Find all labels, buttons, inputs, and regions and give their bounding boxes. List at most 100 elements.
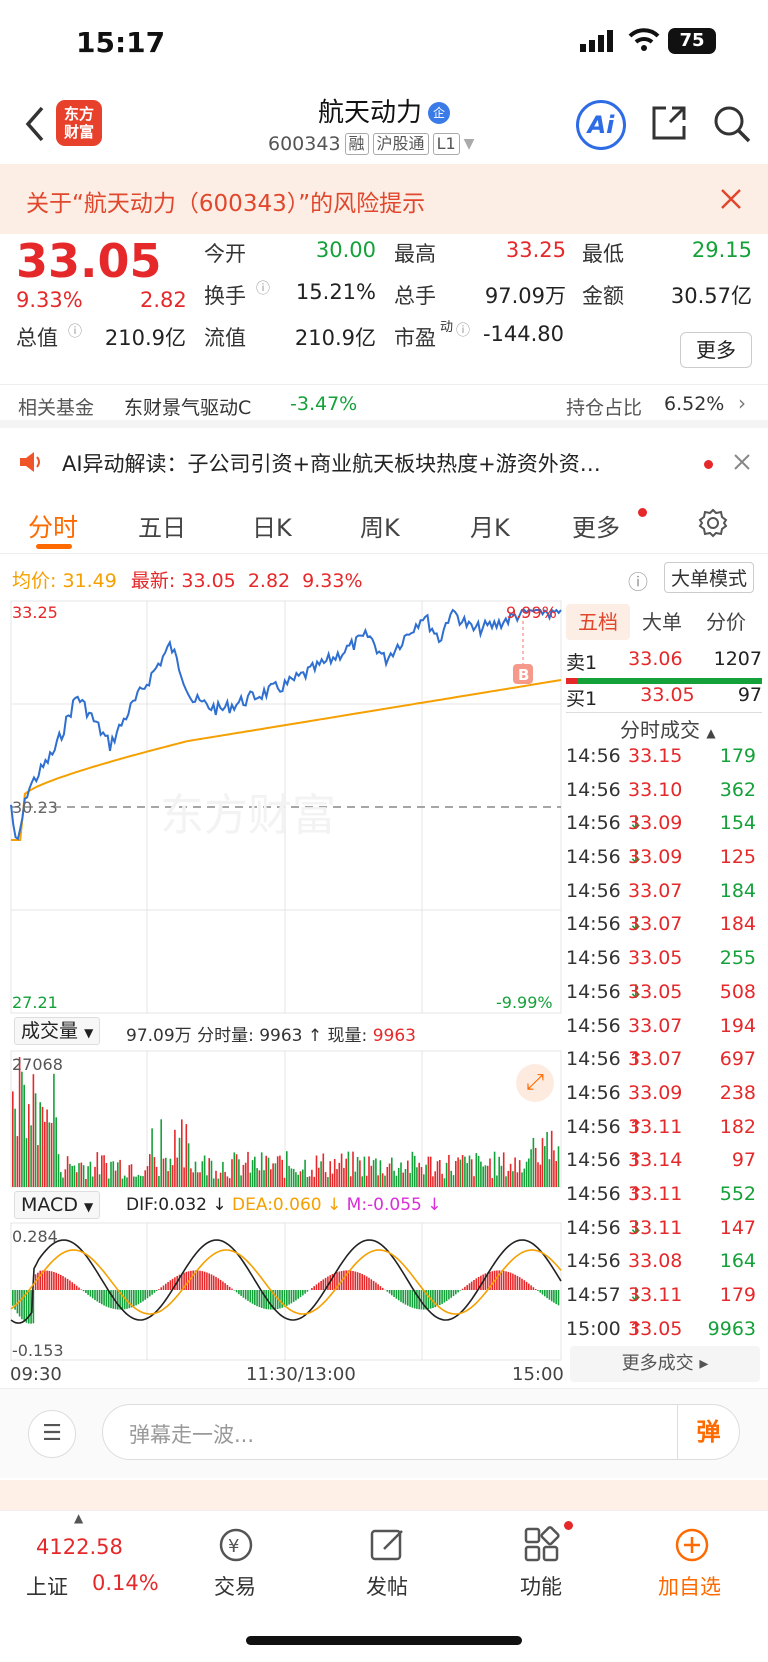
- risk-banner[interactable]: 关于“航天动力（600343）”的风险提示: [0, 164, 768, 234]
- info-icon[interactable]: ⓘ: [68, 324, 82, 340]
- macd-bar: [372, 1280, 375, 1290]
- post-icon[interactable]: [368, 1525, 408, 1565]
- index-name[interactable]: 上证: [26, 1575, 68, 1599]
- macd-bar: [270, 1290, 272, 1310]
- danmu-toggle-button[interactable]: 弹: [677, 1405, 739, 1459]
- macd-bar: [171, 1278, 174, 1290]
- macd-bar: [48, 1270, 51, 1290]
- related-fund-row[interactable]: 相关基金 东财景气驱动C -3.47% 持仓占比 6.52% ›: [0, 384, 768, 428]
- danmu-input[interactable]: 弹幕走一波... 弹: [102, 1404, 740, 1460]
- volume-bar: [144, 1170, 146, 1187]
- volume-bar: [121, 1178, 124, 1187]
- macd-bar: [473, 1280, 475, 1290]
- trade-volume: 552: [719, 1182, 756, 1205]
- tab-add-watchlist[interactable]: 加自选: [658, 1575, 721, 1599]
- volume-bar: [219, 1172, 222, 1187]
- volume-bar: [370, 1165, 373, 1187]
- trade-price: 33.15: [628, 745, 683, 767]
- macd-bar: [279, 1290, 281, 1309]
- tab-more[interactable]: 更多: [572, 514, 620, 542]
- expand-icon[interactable]: ⤢: [516, 1064, 554, 1102]
- search-icon[interactable]: [712, 104, 752, 144]
- macd-bar: [544, 1290, 546, 1297]
- info-icon[interactable]: ⓘ: [456, 323, 470, 339]
- macd-bar: [139, 1290, 142, 1303]
- share-icon[interactable]: [650, 104, 688, 142]
- trade-volume: 697: [719, 1048, 756, 1071]
- trade-time: 14:57: [566, 1284, 621, 1306]
- volume-bar: [466, 1163, 468, 1187]
- trade-icon[interactable]: ¥: [216, 1525, 256, 1565]
- volume-bar: [523, 1168, 526, 1187]
- back-icon[interactable]: [24, 106, 46, 142]
- macd-bar: [427, 1290, 430, 1310]
- intraday-chart[interactable]: 东方财富 B 33.25 30.23 27.21 9.99% -9.99% 27…: [10, 600, 562, 1370]
- macd-indicator-select[interactable]: MACD ▼: [14, 1191, 101, 1219]
- b-marker[interactable]: [513, 664, 533, 684]
- chevron-down-icon[interactable]: ▼: [463, 136, 475, 152]
- ai-insight-row[interactable]: AI异动解读：子公司引资+商业航天板块热度+游资外资…: [0, 432, 768, 490]
- tab-functions[interactable]: 功能: [520, 1575, 562, 1599]
- settings-icon[interactable]: [698, 508, 728, 538]
- tab-five-day[interactable]: 五日: [138, 514, 186, 542]
- label-top: 33.25: [12, 603, 58, 622]
- volume-bar: [464, 1156, 466, 1187]
- high-value: 33.25: [505, 238, 566, 262]
- volume-bar: [228, 1178, 231, 1187]
- macd-bar: [228, 1286, 231, 1290]
- trades-title[interactable]: 分时成交 ▲: [620, 714, 716, 743]
- side-tab-big-order[interactable]: 大单: [642, 610, 682, 634]
- float-cap-label: 流值: [204, 326, 246, 350]
- volume-bar: [85, 1179, 87, 1187]
- macd-bar: [215, 1276, 217, 1290]
- trade-price: 33.09: [628, 846, 683, 869]
- tab-trade[interactable]: 交易: [214, 1575, 256, 1599]
- tab-week-k[interactable]: 周K: [360, 514, 400, 542]
- macd-bar: [267, 1290, 270, 1310]
- ai-icon[interactable]: Ai: [576, 100, 626, 150]
- info-icon[interactable]: ⓘ: [256, 281, 270, 297]
- macd-bar: [251, 1290, 254, 1304]
- volume-bar: [240, 1175, 242, 1187]
- macd-dif: DIF:0.032: [126, 1195, 207, 1215]
- index-pct[interactable]: 0.14%: [92, 1571, 159, 1595]
- trade-row: 14:57 33.11 ↑ 179: [566, 1279, 756, 1340]
- volume-bar: [199, 1172, 201, 1187]
- big-order-mode-button[interactable]: 大单模式: [664, 562, 755, 593]
- volume-bar: [224, 1171, 226, 1187]
- macd-bar: [32, 1290, 35, 1324]
- volume-bar: [313, 1176, 315, 1187]
- side-tab-price[interactable]: 分价: [706, 610, 746, 634]
- volume-bar: [153, 1157, 156, 1187]
- close-icon[interactable]: [734, 454, 750, 470]
- close-icon[interactable]: [720, 188, 742, 210]
- risk-banner-text: 关于“航天动力（600343）”的风险提示: [26, 191, 426, 217]
- avg-price-line: [11, 679, 562, 841]
- ai-insight-text: AI异动解读：子公司引资+商业航天板块热度+游资外资…: [62, 452, 601, 476]
- volume-bar: [12, 1091, 14, 1187]
- volume-bar: [333, 1159, 336, 1187]
- tab-month-k[interactable]: 月K: [470, 514, 510, 542]
- volume-indicator-select[interactable]: 成交量 ▼: [14, 1017, 101, 1045]
- side-tab-five-levels[interactable]: 五档: [566, 604, 630, 640]
- macd-bar: [242, 1290, 245, 1298]
- more-button[interactable]: 更多: [680, 332, 752, 368]
- tab-day-k[interactable]: 日K: [252, 514, 292, 542]
- volume-bar: [135, 1176, 137, 1187]
- volume-bar: [114, 1170, 117, 1187]
- tab-post[interactable]: 发帖: [366, 1575, 408, 1599]
- volume-bar: [555, 1161, 557, 1187]
- functions-icon[interactable]: [522, 1525, 562, 1565]
- comment-settings-icon[interactable]: ☰: [28, 1410, 76, 1458]
- tab-intraday[interactable]: 分时: [28, 513, 79, 542]
- add-watchlist-icon[interactable]: [672, 1525, 712, 1565]
- dea-line: [10, 1249, 562, 1315]
- help-icon[interactable]: ⓘ: [628, 570, 648, 594]
- sell1-label: 卖1: [566, 652, 598, 674]
- volume-bar: [34, 1093, 37, 1187]
- macd-bar: [439, 1290, 441, 1306]
- index-value[interactable]: 4122.58: [36, 1535, 123, 1559]
- volume-bar: [203, 1155, 206, 1187]
- macd-bar: [162, 1285, 165, 1290]
- more-trades-button[interactable]: 更多成交 ▸: [570, 1346, 760, 1382]
